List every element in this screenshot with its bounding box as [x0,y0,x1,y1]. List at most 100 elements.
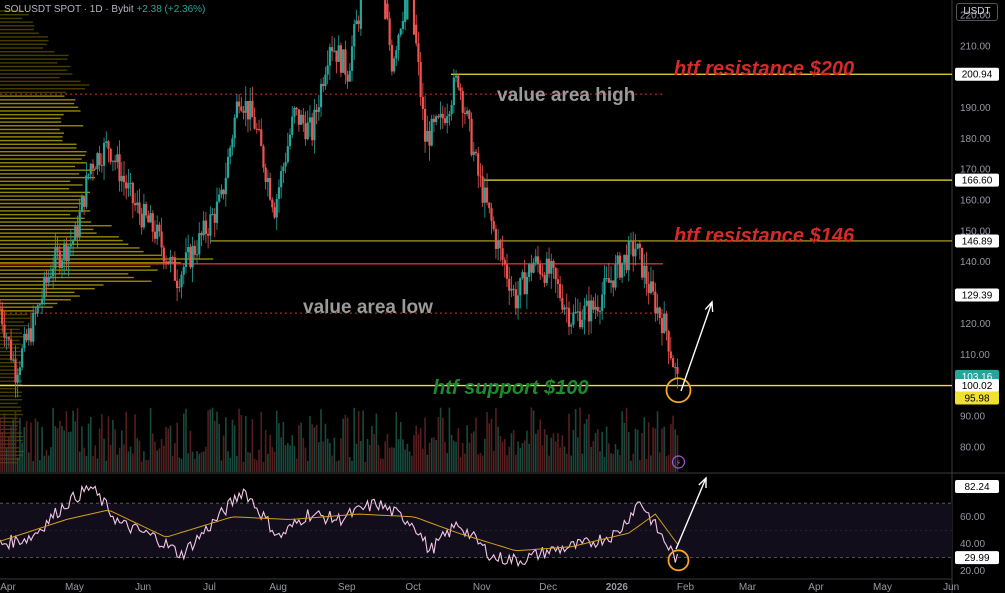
volume-bar [329,442,331,472]
volume-bar [320,409,322,472]
volume-profile-bar [0,102,75,105]
volume-bar [391,447,393,472]
volume-bar [81,426,83,472]
price-tick-label: 180.00 [960,134,991,145]
volume-bar [541,445,544,472]
volume-bar [72,410,74,472]
candle-body [153,231,157,239]
candle-body [446,116,449,124]
volume-bar [76,408,79,472]
volume-bar [674,429,677,472]
support-highlight-circle [665,377,692,404]
volume-bar [151,433,154,472]
candle-body [386,3,389,19]
candle-body [140,213,143,228]
candle-body [481,176,484,203]
volume-profile-bar [0,221,92,223]
candle-body [627,241,630,271]
candle-body [182,266,185,275]
volume-profile-bar [0,228,94,231]
volume-profile-bar [0,269,158,271]
price-tick-label: 150.00 [960,226,991,237]
candle-body [576,311,579,313]
volume-profile-bar [0,284,104,286]
volume-bar [468,442,471,472]
candle-body [80,196,84,212]
time-tick-label: Mar [739,582,757,593]
volume-bar [92,455,94,472]
volume-bar [202,451,205,472]
candle-body [384,0,387,20]
volume-bar [291,435,294,472]
price-tick-label: 210.00 [960,41,991,52]
candle-body [162,247,165,262]
candle-body [71,240,75,244]
candle-body [660,317,664,334]
candle-body [532,262,535,273]
volume-bar [661,428,663,472]
volume-profile-bar [0,299,71,301]
price-axis-tag-text: 100.02 [962,381,993,392]
volume-profile-bar [0,76,60,79]
candle-body [492,220,495,230]
candle-body [52,268,55,277]
candle-body [585,300,588,306]
candle-body [319,83,323,108]
volume-profile-bar [0,117,61,120]
candle-body [251,100,254,118]
volume-bar [220,460,223,472]
volume-bar [306,460,309,472]
volume-bar [154,441,156,472]
symbol-label: SOLUSDT SPOT · 1D · Bybit [4,4,134,15]
candle-body [207,233,210,236]
candle-body [483,187,486,203]
volume-bar [519,447,522,472]
candle-body [339,45,343,73]
candle-body [116,154,119,163]
volume-bar [61,426,63,472]
volume-profile-bar [0,17,23,20]
volume-profile-bar [0,180,71,182]
value-area-low-label: value area low [303,297,433,318]
volume-bar [300,422,302,472]
candle-body [18,367,22,375]
candle-body [74,226,77,241]
volume-bar [238,408,240,472]
candle-body [127,183,130,189]
rsi-line [0,484,679,568]
volume-bar [304,447,307,472]
currency-button[interactable]: USDT [956,3,998,21]
candle-body [273,207,276,218]
candle-body [76,226,79,237]
candle-body [663,313,666,334]
candle-body [142,204,146,228]
candle-body [614,264,617,288]
candle-body [198,233,201,255]
candle-body [156,224,159,239]
volume-profile-bar [0,391,22,394]
volume-bar [672,415,674,472]
volume-profile-bar [0,395,22,397]
candle-body [652,281,655,292]
rsi-axis-tag-text: 29.99 [964,553,989,564]
volume-bar [402,439,404,472]
volume-bar [368,444,371,472]
candle-body [235,101,238,118]
candle-body [191,245,194,268]
volume-bar [581,453,584,472]
volume-profile-bar [0,417,19,419]
volume-bar [89,417,92,472]
volume-profile-bar [0,162,87,164]
candle-body [516,295,520,309]
volume-profile-bar [0,36,48,38]
candle-body [618,255,622,278]
candle-body [601,294,604,311]
rsi-tick-label: 60.00 [960,512,985,523]
volume-bar [526,430,528,472]
candle-body [578,311,582,328]
volume-bar [3,413,6,472]
candle-body [118,154,121,182]
volume-bar [417,434,420,472]
candle-body [178,287,181,289]
